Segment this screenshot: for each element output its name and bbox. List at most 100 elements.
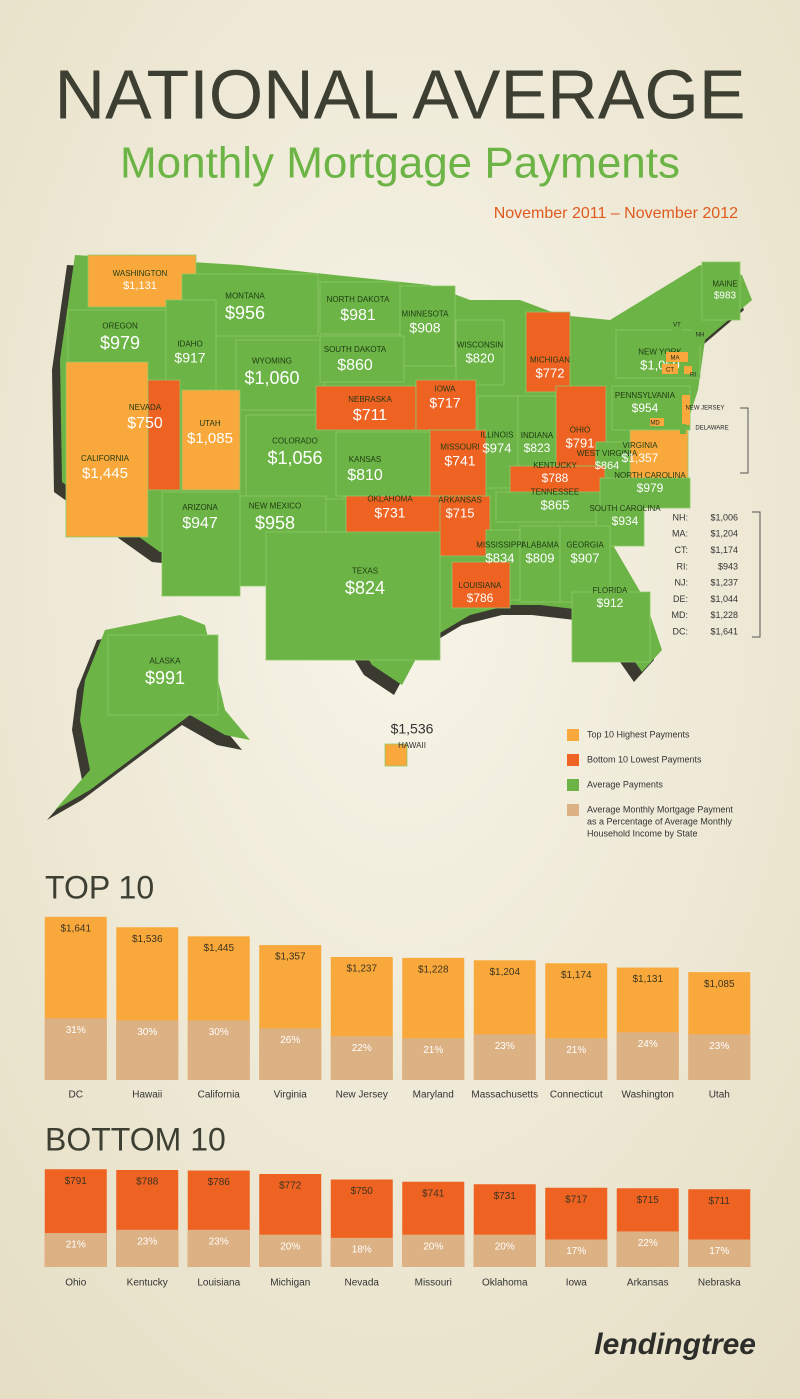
legend-label: as a Percentage of Average Monthly <box>587 816 732 826</box>
side-value: $1,228 <box>710 610 738 620</box>
value-label: $715 <box>637 1195 660 1206</box>
state-value: $954 <box>632 401 659 415</box>
state <box>319 335 405 383</box>
state-value: $947 <box>182 515 218 532</box>
side-value: $1,641 <box>710 626 738 636</box>
state <box>65 361 149 538</box>
x-tick-label: Nebraska <box>698 1278 741 1289</box>
state-name: TEXAS <box>352 567 378 576</box>
state-value: $981 <box>340 307 376 324</box>
state-name: MISSOURI <box>440 443 480 452</box>
value-label: $786 <box>208 1177 231 1188</box>
state-name: ILLINOIS <box>481 430 514 439</box>
state <box>161 491 241 597</box>
state-name: SOUTH CAROLINA <box>589 504 661 513</box>
value-label: 23% <box>495 1041 515 1052</box>
state-name: NEBRASKA <box>348 395 392 404</box>
state-value: $974 <box>483 440 512 455</box>
state-name: MINNESOTA <box>402 310 450 319</box>
state-value: $834 <box>486 550 515 565</box>
small-state-name: CT <box>666 368 674 374</box>
state-value: $1,445 <box>82 465 128 482</box>
state-name: OHIO <box>570 425 590 434</box>
state-name: CALIFORNIA <box>81 454 130 463</box>
legend-label: Average Payments <box>587 779 663 789</box>
state-value: $1,131 <box>123 280 157 292</box>
state <box>415 379 477 431</box>
small-state <box>684 366 692 374</box>
legend-swatch <box>567 754 579 766</box>
state-name: KENTUCKY <box>533 461 577 470</box>
state-name: WEST VIRGINIA <box>577 449 638 458</box>
state-name: WASHINGTON <box>113 269 168 278</box>
side-name: MA: <box>672 529 688 539</box>
state <box>265 531 441 661</box>
state-name: INDIANA <box>521 431 554 440</box>
x-tick-label: Nevada <box>345 1278 380 1289</box>
state-name: SOUTH DAKOTA <box>324 345 387 354</box>
small-state <box>680 424 686 434</box>
value-label: 24% <box>638 1039 658 1050</box>
percent-bar <box>473 1234 536 1267</box>
percent-bar <box>688 1034 751 1080</box>
x-tick-label: Arkansas <box>627 1278 669 1289</box>
value-label: 20% <box>495 1241 515 1252</box>
state-value: $711 <box>353 407 388 424</box>
state-name: WYOMING <box>252 357 292 366</box>
state-value: $820 <box>466 350 495 365</box>
state-name: WISCONSIN <box>457 340 503 349</box>
percent-bar <box>616 1032 679 1080</box>
x-tick-label: Washington <box>622 1090 674 1101</box>
small-state-name: DELAWARE <box>695 426 728 432</box>
state-name: OKLAHOMA <box>367 495 413 504</box>
side-name: MD: <box>672 610 689 620</box>
state-value: $1,060 <box>244 368 299 388</box>
side-name: DE: <box>673 594 688 604</box>
legend-swatch <box>567 729 579 741</box>
state-value: $810 <box>347 467 383 484</box>
state-name: HAWAII <box>398 741 426 750</box>
percent-bar <box>402 1234 465 1267</box>
state-value: $788 <box>542 471 569 485</box>
x-tick-label: Massachusetts <box>471 1090 538 1101</box>
state <box>571 591 651 663</box>
value-label: $1,445 <box>203 943 234 954</box>
state-name: COLORADO <box>272 437 318 446</box>
percent-bar <box>545 1038 608 1080</box>
percent-bar <box>44 1233 107 1267</box>
value-label: 20% <box>423 1241 443 1252</box>
state-value: $715 <box>446 505 475 520</box>
period: November 2011 – November 2012 <box>494 205 738 222</box>
percent-bar <box>116 1229 179 1267</box>
x-tick-label: Ohio <box>65 1278 87 1289</box>
legend-label: Average Monthly Mortgage Payment <box>587 804 733 814</box>
state-value: $786 <box>467 591 494 605</box>
legend-label: Top 10 Highest Payments <box>587 729 690 739</box>
percent-bar <box>402 1038 465 1080</box>
state <box>181 389 241 491</box>
percent-bar <box>259 1234 322 1267</box>
value-label: $711 <box>708 1196 730 1207</box>
state-name: NEW MEXICO <box>249 502 301 511</box>
percent-bar <box>44 1018 107 1080</box>
value-label: 22% <box>352 1043 372 1054</box>
state-value: $979 <box>637 481 664 495</box>
percent-bar <box>616 1231 679 1267</box>
state-name: MONTANA <box>225 292 265 301</box>
small-state <box>666 352 688 362</box>
state-name: NEW YORK <box>638 347 682 356</box>
state-name: ARIZONA <box>182 503 218 512</box>
state-value: $1,085 <box>187 430 233 447</box>
value-label: 18% <box>352 1245 372 1256</box>
state-value: $791 <box>566 435 595 450</box>
state-name: MISSISSIPPI <box>476 540 524 549</box>
side-name: CT: <box>675 545 689 555</box>
state <box>165 299 217 396</box>
bracket <box>740 407 761 638</box>
x-tick-label: Oklahoma <box>482 1278 528 1289</box>
x-tick-label: DC <box>69 1090 83 1101</box>
state-name: MICHIGAN <box>530 355 570 364</box>
side-name: DC: <box>673 626 689 636</box>
state-value: $1,536 <box>391 721 434 737</box>
